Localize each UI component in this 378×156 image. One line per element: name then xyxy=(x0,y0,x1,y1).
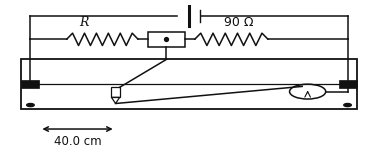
Circle shape xyxy=(27,104,34,107)
Bar xyxy=(147,32,185,47)
Bar xyxy=(112,87,120,97)
Bar xyxy=(339,80,356,88)
Circle shape xyxy=(344,104,351,107)
Bar xyxy=(22,80,39,88)
Text: 90 Ω: 90 Ω xyxy=(224,16,254,29)
Text: R: R xyxy=(80,16,89,29)
Bar xyxy=(22,59,356,109)
Text: 40.0 cm: 40.0 cm xyxy=(54,135,101,148)
